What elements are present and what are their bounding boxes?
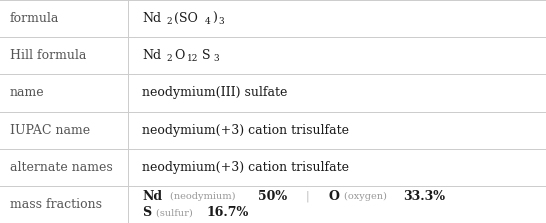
Text: name: name <box>10 87 44 99</box>
Text: (sulfur): (sulfur) <box>154 208 194 217</box>
Text: 50%: 50% <box>258 190 287 203</box>
Text: 12: 12 <box>187 54 199 63</box>
Text: Nd: Nd <box>142 190 162 203</box>
Text: O: O <box>174 49 184 62</box>
Text: O: O <box>328 190 339 203</box>
Text: S: S <box>142 206 151 219</box>
Text: alternate names: alternate names <box>10 161 112 174</box>
Text: 2: 2 <box>167 17 172 26</box>
Text: Hill formula: Hill formula <box>10 49 86 62</box>
Text: 16.7%: 16.7% <box>206 206 248 219</box>
Text: mass fractions: mass fractions <box>10 198 102 211</box>
Text: 2: 2 <box>167 54 172 63</box>
Text: formula: formula <box>10 12 59 25</box>
Text: 33.3%: 33.3% <box>403 190 445 203</box>
Text: ): ) <box>212 12 217 25</box>
Text: 3: 3 <box>218 17 224 26</box>
Text: (neodymium): (neodymium) <box>168 192 238 201</box>
Text: (SO: (SO <box>174 12 198 25</box>
Text: Nd: Nd <box>142 49 161 62</box>
Text: neodymium(III) sulfate: neodymium(III) sulfate <box>142 87 287 99</box>
Text: 3: 3 <box>213 54 218 63</box>
Text: |: | <box>295 190 321 202</box>
Text: (oxygen): (oxygen) <box>342 192 389 201</box>
Text: S: S <box>202 49 210 62</box>
Text: neodymium(+3) cation trisulfate: neodymium(+3) cation trisulfate <box>142 124 349 136</box>
Text: Nd: Nd <box>142 12 161 25</box>
Text: 4: 4 <box>205 17 210 26</box>
Text: neodymium(+3) cation trisulfate: neodymium(+3) cation trisulfate <box>142 161 349 174</box>
Text: IUPAC name: IUPAC name <box>10 124 90 136</box>
